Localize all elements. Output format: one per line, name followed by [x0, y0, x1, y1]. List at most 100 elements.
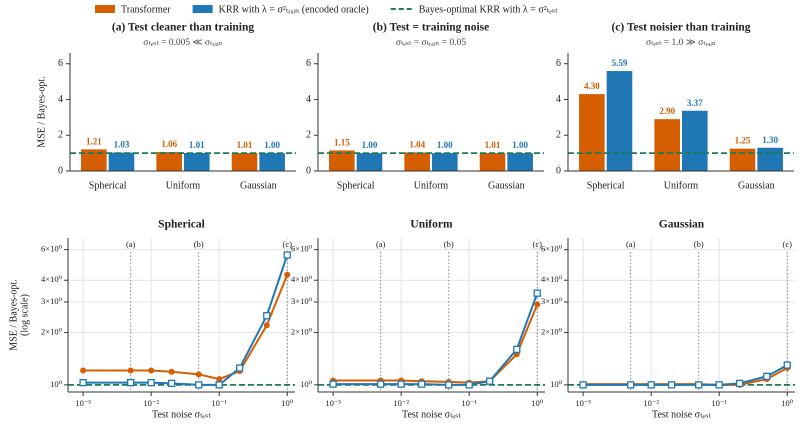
- bar: [757, 147, 783, 171]
- value-label: 2.90: [659, 106, 675, 116]
- y-tick-label: 3×10⁰: [291, 296, 313, 306]
- value-label: 4.30: [584, 81, 600, 91]
- series-line: [333, 292, 539, 386]
- series-line: [83, 254, 289, 386]
- x-tick-label: 10⁻¹: [711, 398, 727, 408]
- bar: [156, 152, 182, 171]
- panel-title: (c) Test noisier than training: [611, 22, 750, 34]
- y-axis-label: (log scale): [19, 294, 30, 336]
- marker: [167, 379, 176, 388]
- y-tick-label: 2: [58, 130, 63, 141]
- y-tick-label: 10⁰: [50, 379, 63, 389]
- bar: [184, 152, 210, 171]
- bar: [404, 152, 430, 171]
- x-axis-label: Test noise σₜₑₛₜ: [152, 409, 211, 420]
- x-axis-label: Test noise σₜₑₛₜ: [652, 409, 711, 420]
- annotation-label: (b): [194, 239, 204, 249]
- y-tick-label: 3×10⁰: [41, 296, 63, 306]
- panel-subtitle: σₜₑₛₜ = 0.005 ≪ σₜᵣₐᵢₙ: [143, 38, 223, 48]
- y-axis-label: MSE / Bayes-opt.: [36, 76, 47, 147]
- value-label: 1.25: [735, 136, 751, 146]
- bar: [606, 71, 633, 171]
- x-tick-label: Gaussian: [488, 180, 525, 191]
- x-tick-label: Uniform: [664, 180, 699, 191]
- marker: [79, 379, 87, 387]
- x-tick-label: Uniform: [166, 180, 201, 191]
- y-axis-label: MSE / Bayes-opt.: [8, 279, 19, 350]
- bar: [479, 152, 506, 171]
- value-label: 1.30: [762, 135, 778, 145]
- y-tick-label: 2×10⁰: [41, 327, 63, 337]
- bar: [356, 153, 383, 171]
- marker: [397, 380, 405, 388]
- marker: [534, 301, 541, 308]
- marker: [763, 372, 771, 380]
- y-tick-label: 10⁰: [300, 379, 313, 389]
- y-tick-label: 0: [306, 165, 311, 176]
- bar: [231, 152, 258, 171]
- y-tick-label: 6×10⁰: [541, 244, 563, 254]
- y-tick-label: 2×10⁰: [291, 327, 313, 337]
- value-label: 1.15: [334, 138, 350, 148]
- marker: [329, 380, 337, 388]
- annotation-label: (b): [444, 239, 454, 249]
- series-line: [333, 304, 539, 384]
- marker: [263, 312, 271, 320]
- annotation-label: (a): [626, 239, 636, 249]
- series-line: [583, 367, 788, 386]
- x-tick-label: Gaussian: [240, 180, 277, 191]
- marker: [736, 379, 744, 388]
- x-tick-label: 10⁻¹: [461, 398, 477, 408]
- marker: [513, 345, 521, 354]
- marker: [715, 381, 723, 389]
- value-label: 1.01: [485, 140, 501, 150]
- marker: [627, 381, 635, 389]
- panel-title: Uniform: [410, 219, 453, 231]
- y-tick-label: 4: [556, 94, 561, 105]
- value-label: 1.06: [161, 139, 177, 149]
- bar: [259, 153, 285, 171]
- y-tick-label: 6: [58, 58, 63, 69]
- bar: [579, 94, 605, 171]
- x-tick-label: 10⁻³: [325, 398, 341, 408]
- marker: [215, 381, 223, 389]
- x-tick-label: 10⁰: [531, 398, 544, 408]
- y-tick-label: 4×10⁰: [291, 274, 313, 284]
- annotation-label: (c): [783, 239, 793, 249]
- legend-label: Transformer: [121, 4, 171, 15]
- x-tick-label: 10⁻²: [393, 398, 409, 408]
- marker: [195, 381, 203, 389]
- y-tick-label: 4×10⁰: [541, 274, 563, 284]
- marker: [417, 380, 426, 388]
- marker: [445, 381, 453, 389]
- value-label: 5.59: [612, 58, 628, 68]
- marker: [486, 377, 494, 385]
- x-tick-label: Gaussian: [738, 180, 775, 191]
- panel-subtitle: σₜₑₛₜ = σₜᵣₐᵢₙ = 0.05: [396, 38, 466, 48]
- value-label: 1.00: [362, 140, 378, 150]
- y-tick-label: 10⁰: [550, 379, 563, 389]
- bar: [654, 119, 680, 171]
- x-tick-label: 10⁻³: [75, 398, 91, 408]
- legend-swatch: [192, 5, 213, 13]
- x-tick-label: Spherical: [587, 180, 625, 191]
- y-tick-label: 4: [58, 94, 63, 105]
- y-tick-label: 6: [306, 58, 311, 69]
- bar: [81, 149, 107, 171]
- y-tick-label: 4×10⁰: [41, 274, 63, 284]
- x-tick-label: 10⁰: [281, 398, 294, 408]
- marker: [667, 381, 676, 389]
- marker: [147, 379, 155, 387]
- marker: [783, 361, 791, 369]
- bar: [432, 153, 458, 171]
- x-tick-label: 10⁻³: [575, 398, 591, 408]
- marker: [168, 368, 175, 375]
- y-tick-label: 0: [58, 165, 63, 176]
- value-label: 1.00: [437, 140, 453, 150]
- y-tick-label: 3×10⁰: [541, 296, 563, 306]
- value-label: 1.00: [264, 140, 280, 150]
- bar: [682, 110, 708, 171]
- legend-label: Bayes-optimal KRR with λ = σ²ₜₑₛₜ: [419, 4, 558, 15]
- marker: [284, 271, 291, 278]
- y-tick-label: 6×10⁰: [41, 244, 63, 254]
